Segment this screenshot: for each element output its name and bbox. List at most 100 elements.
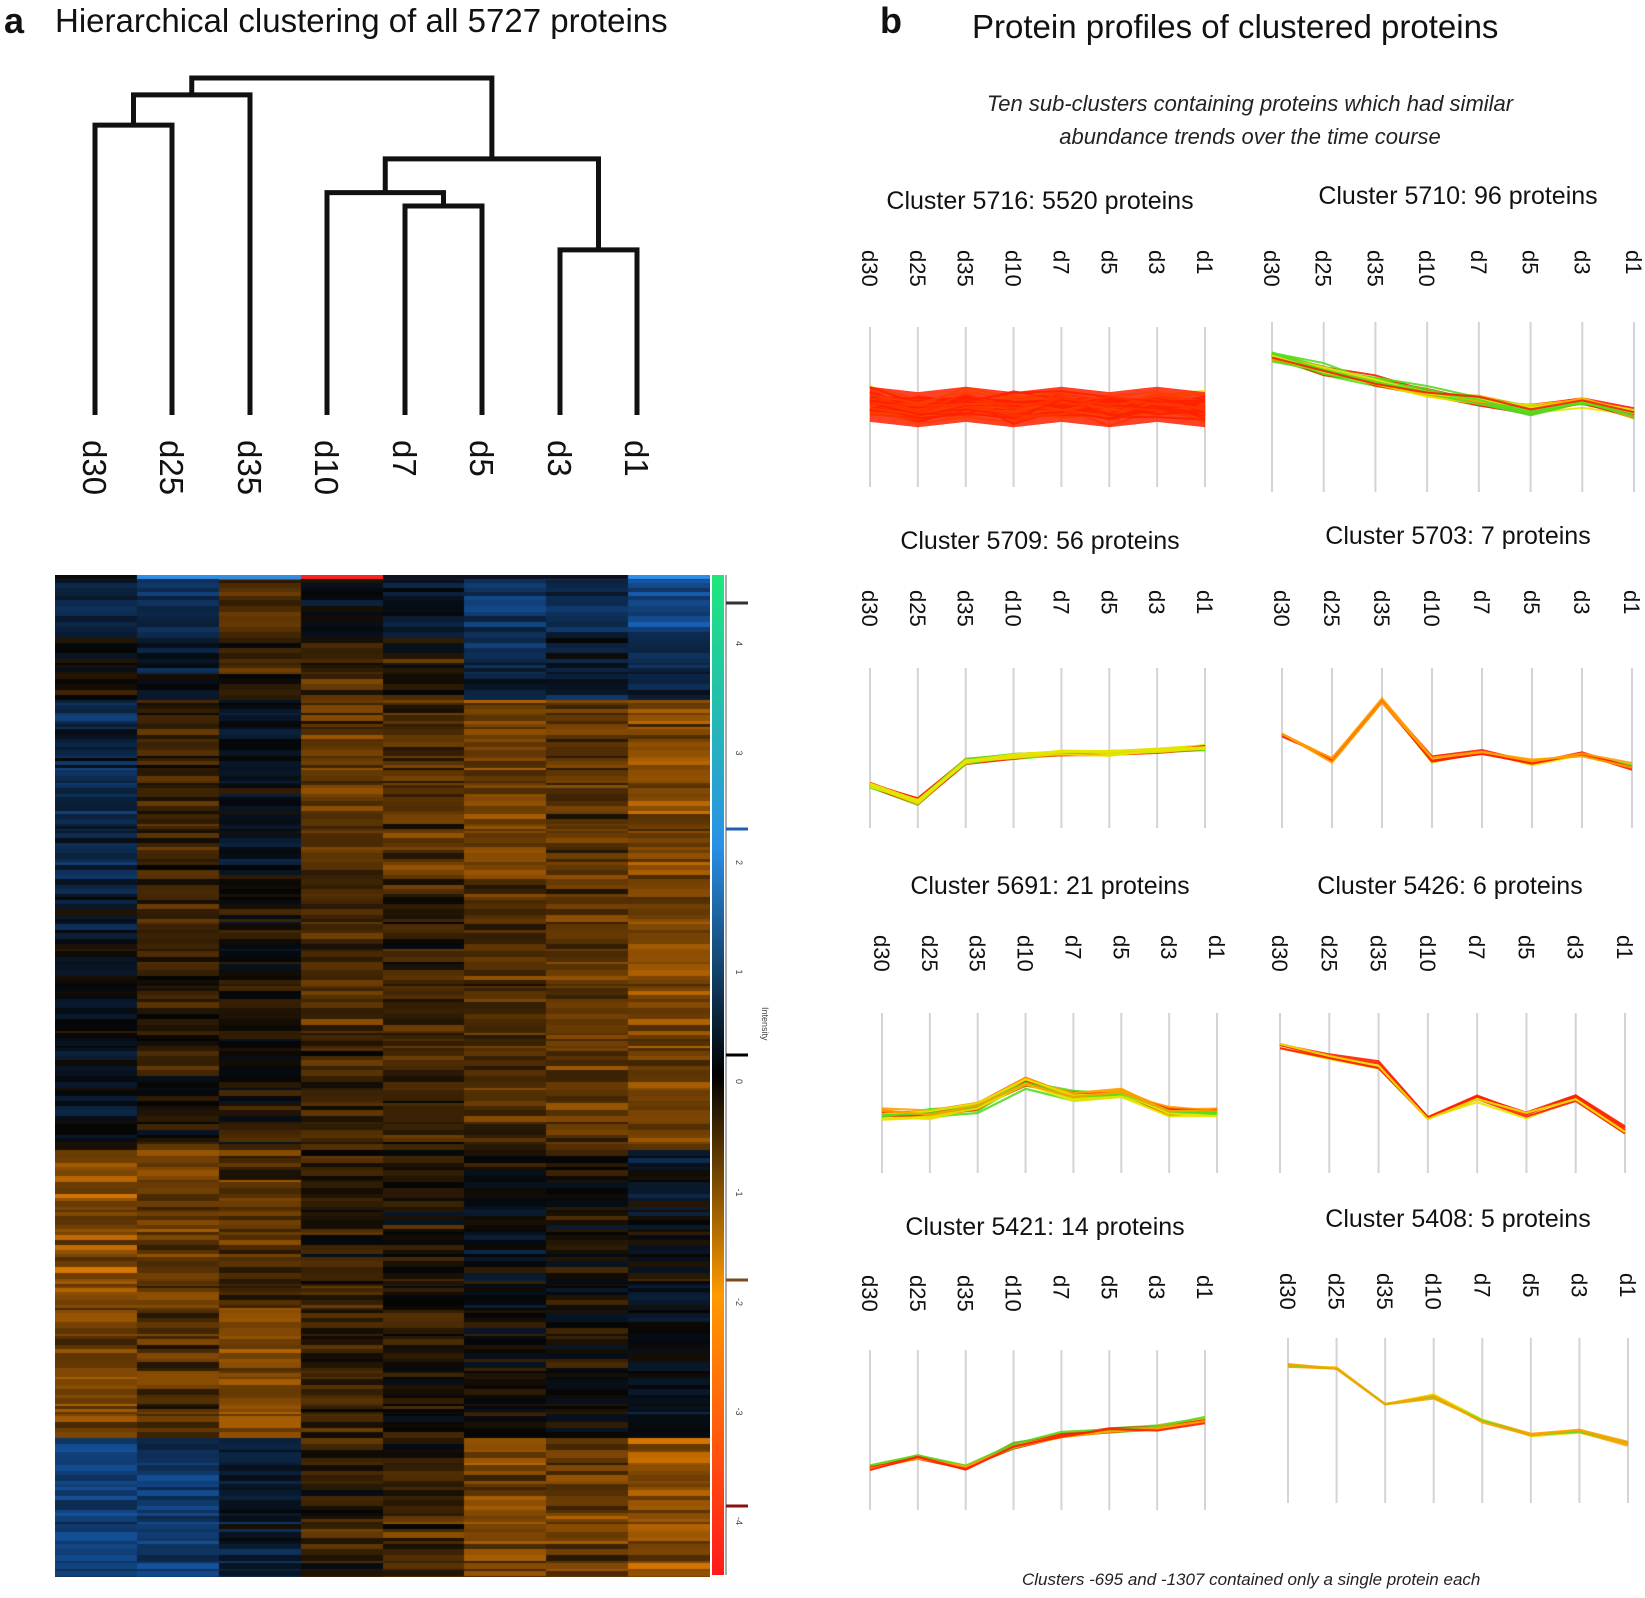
protein-profile-line <box>881 1078 1218 1117</box>
profile-day-label: d1 <box>1192 250 1217 274</box>
profile-day-label: d25 <box>1324 1273 1349 1310</box>
profile-day-label: d5 <box>1518 250 1543 274</box>
profile-day-label: d35 <box>953 250 978 287</box>
cluster-title: Cluster 5709: 56 proteins <box>900 527 1180 555</box>
profile-day-label: d5 <box>1096 590 1121 614</box>
profile-day-label: d10 <box>1001 250 1026 287</box>
protein-profile-line <box>1279 1047 1626 1135</box>
color-scale-tick: 1 <box>734 970 744 975</box>
profile-day-label: d25 <box>1319 590 1344 627</box>
protein-profile-line <box>869 1422 1206 1472</box>
profile-day-label: d1 <box>1612 935 1637 959</box>
cluster-profile-plot: d30 d25 d35 d10 d7 d5 d3 d1 <box>857 1275 1217 1510</box>
profile-day-label: d1 <box>1192 590 1217 614</box>
profile-day-label: d35 <box>953 1275 978 1312</box>
profile-day-label: d5 <box>1096 250 1121 274</box>
protein-profile-line <box>1271 356 1635 416</box>
heatmap-canvas <box>55 575 710 1577</box>
cluster-title: Cluster 5691: 21 proteins <box>910 872 1190 900</box>
profile-day-label: d30 <box>1267 935 1292 972</box>
color-scale-tick: -3 <box>734 1408 744 1416</box>
profile-day-label: d3 <box>1144 1275 1169 1299</box>
color-scale-tick: 4 <box>734 641 744 646</box>
color-scale-label: Intensity <box>760 1007 770 1041</box>
profile-day-label: d10 <box>1421 1273 1446 1310</box>
protein-profile-line <box>1271 356 1635 416</box>
protein-profile-line <box>869 1415 1206 1467</box>
cluster-title: Cluster 5421: 14 proteins <box>905 1213 1185 1241</box>
profile-day-label: d7 <box>1469 590 1494 614</box>
profile-day-label: d1 <box>1204 935 1229 959</box>
profile-day-label: d30 <box>1275 1273 1300 1310</box>
profile-day-label: d7 <box>1466 250 1491 274</box>
protein-profile-line <box>881 1082 1218 1121</box>
profile-day-label: d25 <box>917 935 942 972</box>
dendrogram-branch <box>92 122 175 415</box>
profile-day-label: d35 <box>1369 590 1394 627</box>
protein-profile-line <box>1281 696 1633 765</box>
profile-day-label: d5 <box>1096 1275 1121 1299</box>
cluster-profile-plot: d30 d25 d35 d10 d7 d5 d3 d1 <box>1275 1273 1640 1503</box>
profile-day-label: d35 <box>1362 250 1387 287</box>
profile-day-label: d25 <box>1311 250 1336 287</box>
profile-day-label: d7 <box>1048 590 1073 614</box>
profile-day-label: d3 <box>1569 250 1594 274</box>
profile-day-label: d5 <box>1108 935 1133 959</box>
cluster-title: Cluster 5716: 5520 proteins <box>886 187 1194 215</box>
panel-b-subtitle: Ten sub-clusters containing proteins whi… <box>900 87 1600 153</box>
profile-day-label: d3 <box>1144 250 1169 274</box>
subtitle-line-1: Ten sub-clusters containing proteins whi… <box>986 91 1514 116</box>
color-scale-tick: 2 <box>734 860 744 865</box>
profile-day-label: d5 <box>1519 590 1544 614</box>
profile-day-label: d10 <box>1001 590 1026 627</box>
panel-b-footnote: Clusters -695 and -1307 contained only a… <box>1022 1570 1481 1589</box>
profile-day-label: d3 <box>1144 590 1169 614</box>
profile-day-label: d25 <box>905 590 930 627</box>
dendrogram-branch <box>131 92 253 415</box>
cluster-title: Cluster 5426: 6 proteins <box>1317 872 1583 900</box>
profile-day-label: d7 <box>1464 935 1489 959</box>
panel-a-title: Hierarchical clustering of all 5727 prot… <box>55 2 668 39</box>
profile-day-label: d10 <box>1001 1275 1026 1312</box>
protein-profile-line <box>1287 1363 1629 1445</box>
profile-day-label: d1 <box>1621 250 1645 274</box>
dendrogram-leaf-label: d7 <box>386 440 423 477</box>
protein-profile-line <box>1287 1363 1629 1445</box>
dendrogram-branch <box>402 203 485 415</box>
cluster-profile-plot: d30 d25 d35 d10 d7 d5 d3 d1 <box>869 935 1229 1173</box>
profile-day-label: d3 <box>1563 935 1588 959</box>
profile-day-label: d30 <box>857 1275 882 1312</box>
profile-day-label: d1 <box>1615 1273 1640 1297</box>
profile-day-label: d30 <box>857 590 882 627</box>
profile-day-label: d10 <box>1419 590 1444 627</box>
profile-day-label: d7 <box>1060 935 1085 959</box>
dendrogram-leaf-label: d1 <box>618 440 655 477</box>
subtitle-line-2: abundance trends over the time course <box>1059 124 1441 149</box>
dendrogram-branch <box>382 156 601 250</box>
protein-profile-line <box>1271 356 1635 414</box>
heatmap <box>55 575 710 1577</box>
profile-day-label: d3 <box>1156 935 1181 959</box>
profile-day-label: d35 <box>1366 935 1391 972</box>
protein-profile-line <box>869 748 1206 803</box>
dendrogram-leaf-label: d5 <box>463 440 500 477</box>
profile-density-band <box>870 386 1205 428</box>
cluster-title: Cluster 5703: 7 proteins <box>1325 522 1591 550</box>
cluster-profile-plot: d30 d25 d35 d10 d7 d5 d3 d1 <box>857 250 1217 487</box>
dendrogram-branch <box>557 247 640 415</box>
color-scale-tick: 3 <box>734 751 744 756</box>
profile-day-label: d3 <box>1566 1273 1591 1297</box>
profile-day-label: d5 <box>1518 1273 1543 1297</box>
dendrogram-leaf-label: d10 <box>308 440 345 495</box>
protein-profile-line <box>1271 352 1635 417</box>
dendrogram-leaf-label: d30 <box>76 440 113 495</box>
profile-day-label: d10 <box>1414 250 1439 287</box>
dendrogram-leaf-label: d25 <box>153 440 190 495</box>
cluster-profile-plot: d30 d25 d35 d10 d7 d5 d3 d1 <box>857 590 1217 828</box>
color-scale: 4 3 2 1 0 -1 -2 -3 -4 Intensity <box>712 575 770 1575</box>
profile-day-label: d10 <box>1013 935 1038 972</box>
dendrogram-branch <box>324 190 446 415</box>
profile-day-label: d7 <box>1048 250 1073 274</box>
profile-day-label: d5 <box>1513 935 1538 959</box>
protein-profile-line <box>869 1420 1206 1470</box>
